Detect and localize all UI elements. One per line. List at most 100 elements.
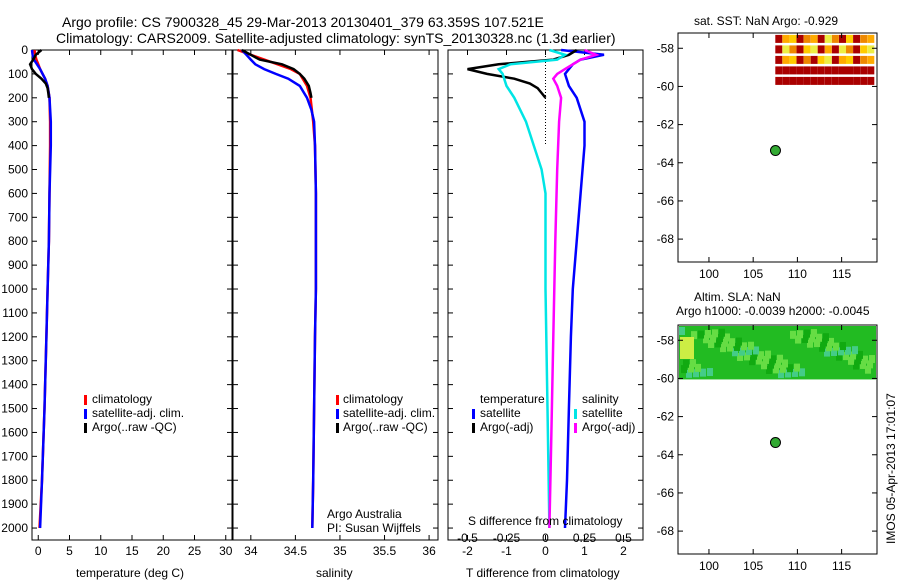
t-difference-xlabel: T difference from climatology bbox=[466, 566, 620, 580]
x-tick-label: 10 bbox=[94, 544, 108, 558]
map-y-tick-label: -58 bbox=[657, 41, 675, 55]
series-line bbox=[237, 48, 318, 529]
salinity-panel: 34 34.5 35 35.5 36 bbox=[232, 48, 439, 558]
y-tick-label: 1400 bbox=[1, 378, 28, 392]
sla-cell bbox=[695, 363, 701, 372]
series-line bbox=[28, 49, 51, 98]
temperature-xlabel: temperature (deg C) bbox=[76, 566, 185, 580]
sst-map-title: sat. SST: NaN Argo: -0.929 bbox=[694, 14, 839, 28]
sst-cell bbox=[846, 66, 853, 75]
sst-cell bbox=[796, 66, 804, 75]
sla-cell bbox=[703, 335, 709, 344]
sst-cell bbox=[846, 34, 853, 43]
sla-cell bbox=[867, 360, 873, 369]
sst-cell bbox=[831, 55, 839, 64]
y-tick-label: 1100 bbox=[2, 306, 28, 320]
map-y-tick-label: -60 bbox=[657, 371, 675, 385]
sla-cell bbox=[869, 355, 875, 364]
diff-legend-sal-argo: Argo(-adj) bbox=[582, 420, 636, 434]
sla-cell bbox=[763, 355, 769, 364]
x-tick-label: 0 bbox=[35, 544, 42, 558]
pi-label: PI: Susan Wijffels bbox=[327, 521, 421, 535]
climatology-title: Climatology: CARS2009. Satellite-adjuste… bbox=[56, 30, 616, 46]
series-line bbox=[30, 49, 53, 529]
y-tick-label: 200 bbox=[8, 91, 28, 105]
sla-cell bbox=[712, 329, 718, 338]
sla-cell bbox=[686, 369, 692, 378]
sla-cell bbox=[821, 338, 827, 347]
sla-cell bbox=[845, 346, 851, 355]
temperature-panel: 0 5 10 15 20 25 300100200300400500600700800900… bbox=[1, 43, 232, 558]
sla-cell bbox=[717, 334, 723, 343]
sla-cell bbox=[804, 329, 810, 338]
sst-cell bbox=[846, 45, 853, 54]
sst-cell bbox=[824, 55, 832, 64]
panel-frame bbox=[232, 49, 439, 541]
sla-cell bbox=[727, 343, 733, 352]
diff-legend-temp-argo: Argo(-adj) bbox=[480, 420, 534, 434]
sal-diff-tick-label: 0 bbox=[542, 531, 549, 545]
sla-cell bbox=[792, 368, 798, 377]
sst-cell bbox=[853, 66, 861, 75]
sla-cell bbox=[737, 353, 743, 361]
sst-cell bbox=[789, 34, 797, 43]
temp-legend-climatology: climatology bbox=[92, 392, 153, 406]
sla-cell bbox=[690, 359, 696, 368]
sst-cell bbox=[867, 55, 875, 64]
sst-cell bbox=[796, 76, 804, 85]
sla-cell bbox=[736, 337, 742, 346]
sla-cell bbox=[768, 360, 774, 369]
sla-cell bbox=[722, 338, 728, 347]
map-x-tick-label: 115 bbox=[832, 559, 851, 573]
x-tick-label: 0 bbox=[542, 544, 549, 558]
map-x-tick-label: 105 bbox=[743, 559, 763, 573]
x-tick-label: 36 bbox=[422, 544, 436, 558]
sla-cell bbox=[852, 346, 858, 355]
sal-diff-tick-label: -0.25 bbox=[493, 531, 521, 545]
sst-cell bbox=[803, 55, 811, 64]
sst-cell bbox=[846, 55, 853, 64]
sla-cell bbox=[809, 334, 815, 343]
legend-swatch bbox=[84, 395, 87, 405]
sla-cell bbox=[838, 347, 844, 356]
sla-cell bbox=[848, 356, 854, 365]
map-y-tick-label: -58 bbox=[657, 333, 675, 347]
sla-cell bbox=[705, 329, 711, 338]
sla-cell bbox=[700, 368, 706, 377]
x-tick-label: 35 bbox=[333, 544, 347, 558]
legend-swatch bbox=[574, 423, 577, 433]
sla-cell bbox=[857, 350, 863, 359]
map-x-tick-label: 100 bbox=[699, 559, 719, 573]
sla-cell bbox=[826, 343, 832, 352]
sla-cell bbox=[802, 334, 808, 343]
sst-cell bbox=[796, 55, 804, 64]
s-difference-label: S difference from climatology bbox=[468, 514, 623, 528]
sla-cell bbox=[840, 342, 846, 351]
y-tick-label: 0 bbox=[21, 43, 28, 57]
sla-cell bbox=[794, 363, 800, 372]
sst-cell bbox=[817, 55, 825, 64]
sla-cell bbox=[853, 361, 859, 370]
y-tick-label: 1000 bbox=[1, 282, 28, 296]
x-tick-label: 2 bbox=[620, 544, 627, 558]
sal-diff-tick-label: -0.5 bbox=[457, 531, 478, 545]
sst-cell bbox=[831, 66, 839, 75]
sla-map-title-1: Altim. SLA: NaN bbox=[694, 290, 781, 304]
sst-cell bbox=[860, 66, 868, 75]
sla-cell bbox=[814, 339, 820, 348]
panel-frame bbox=[31, 49, 233, 541]
sst-cell bbox=[839, 45, 846, 54]
diff-legend-salinity-title: salinity bbox=[582, 392, 619, 406]
sst-cell bbox=[867, 34, 875, 43]
sst-cell bbox=[803, 45, 811, 54]
series-line bbox=[241, 48, 313, 99]
sla-cell bbox=[753, 346, 759, 355]
y-tick-label: 1800 bbox=[1, 473, 28, 487]
sst-cell bbox=[839, 76, 846, 85]
series-line bbox=[548, 48, 600, 529]
sla-cell bbox=[860, 360, 866, 369]
sst-cell bbox=[860, 55, 868, 64]
y-tick-label: 400 bbox=[8, 139, 28, 153]
map-y-tick-label: -68 bbox=[657, 232, 675, 246]
